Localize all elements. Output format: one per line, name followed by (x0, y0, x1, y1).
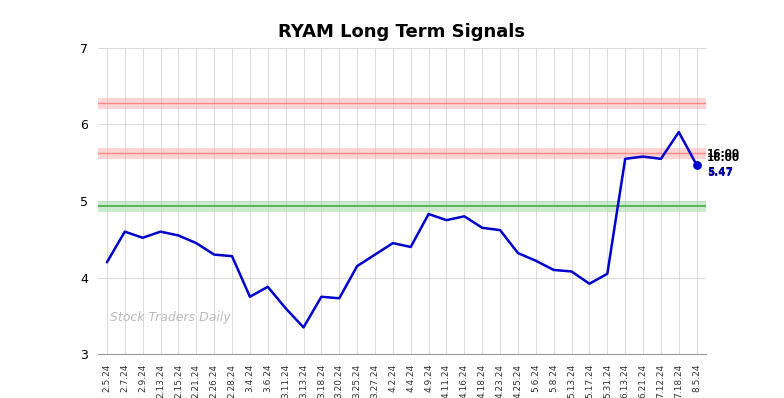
Title: RYAM Long Term Signals: RYAM Long Term Signals (278, 23, 525, 41)
Text: 16:00
5.47: 16:00 5.47 (707, 153, 740, 177)
Text: 16:00: 16:00 (707, 149, 740, 159)
Text: 5.47: 5.47 (707, 168, 733, 178)
Text: Stock Traders Daily: Stock Traders Daily (110, 310, 231, 324)
Point (691, 162, 703, 168)
